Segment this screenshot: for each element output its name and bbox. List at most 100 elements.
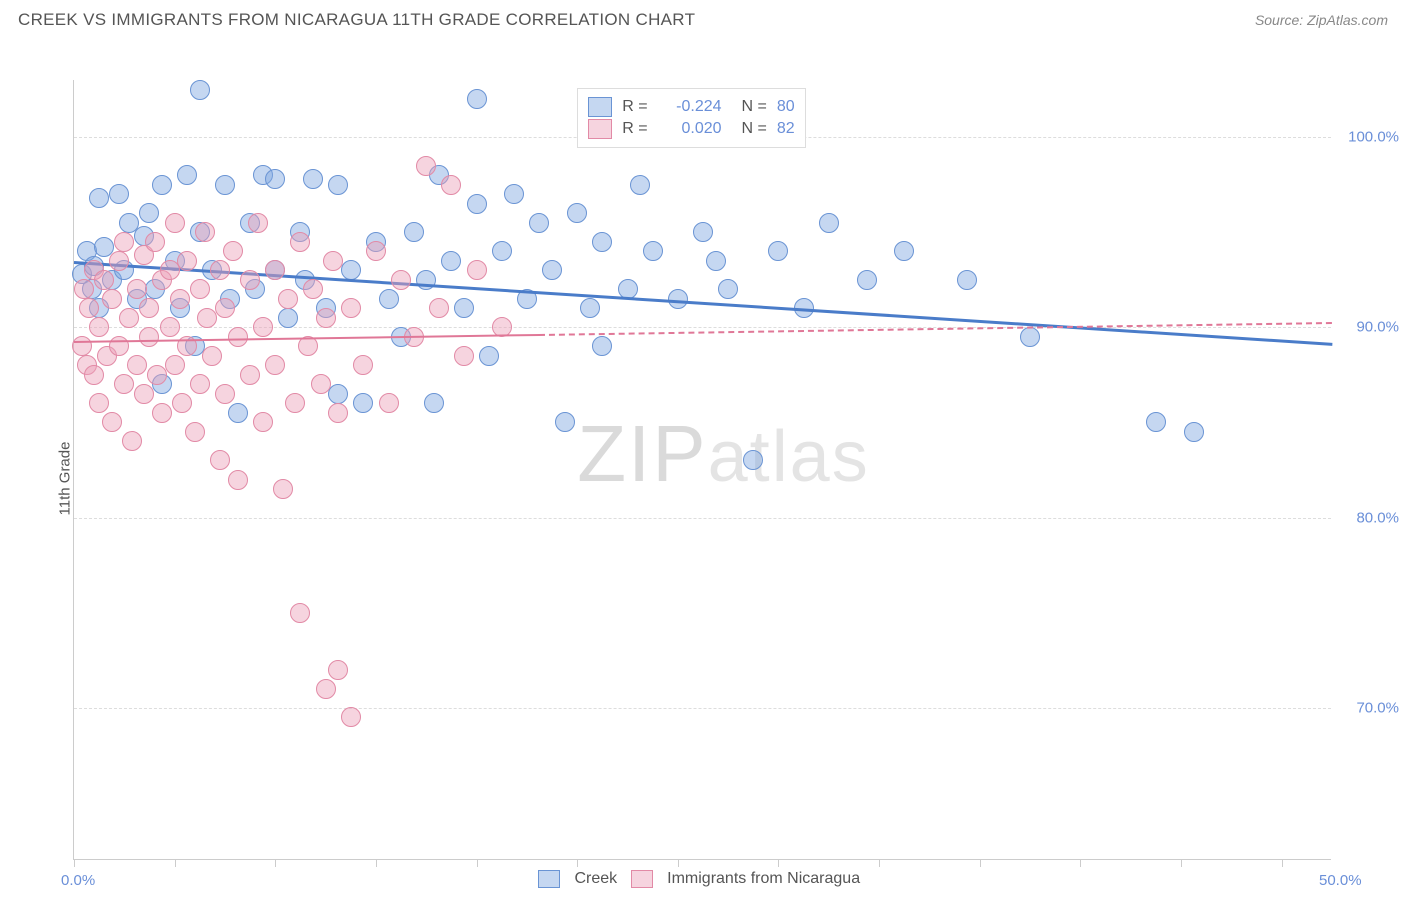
x-tick [275, 859, 276, 867]
scatter-point [165, 213, 185, 233]
x-tick [477, 859, 478, 867]
scatter-point [391, 270, 411, 290]
gridline [74, 518, 1331, 519]
scatter-point [114, 232, 134, 252]
scatter-point [316, 679, 336, 699]
legend-row: R =-0.224N =80 [588, 97, 794, 117]
scatter-point [228, 403, 248, 423]
scatter-point [328, 175, 348, 195]
legend-n-label: N = [742, 98, 767, 116]
trend-line [539, 322, 1332, 336]
legend-n-value: 82 [777, 120, 795, 138]
legend-series-label: Immigrants from Nicaragua [667, 870, 860, 888]
scatter-point [323, 251, 343, 271]
scatter-point [467, 89, 487, 109]
scatter-point [240, 270, 260, 290]
x-tick [376, 859, 377, 867]
scatter-point [278, 308, 298, 328]
watermark-atlas: atlas [708, 416, 870, 498]
scatter-point [215, 175, 235, 195]
x-tick [1181, 859, 1182, 867]
scatter-point [210, 450, 230, 470]
scatter-point [109, 184, 129, 204]
scatter-point [353, 355, 373, 375]
y-tick-label: 70.0% [1356, 699, 1399, 716]
scatter-point [311, 374, 331, 394]
scatter-point [127, 355, 147, 375]
scatter-point [542, 260, 562, 280]
y-tick-label: 90.0% [1356, 319, 1399, 336]
scatter-point [303, 279, 323, 299]
scatter-point [102, 412, 122, 432]
scatter-point [1184, 422, 1204, 442]
scatter-point [172, 393, 192, 413]
scatter-point [265, 355, 285, 375]
scatter-point [341, 298, 361, 318]
y-tick-label: 100.0% [1348, 129, 1399, 146]
scatter-point [265, 169, 285, 189]
scatter-point [580, 298, 600, 318]
scatter-point [328, 403, 348, 423]
scatter-point [84, 365, 104, 385]
scatter-point [404, 222, 424, 242]
plot-area: ZIPatlas 70.0%80.0%90.0%100.0%R =-0.224N… [73, 80, 1331, 860]
scatter-point [353, 393, 373, 413]
scatter-point [248, 213, 268, 233]
scatter-point [177, 251, 197, 271]
x-tick [879, 859, 880, 867]
scatter-point [316, 308, 336, 328]
legend-r-label: R = [622, 120, 647, 138]
scatter-point [341, 260, 361, 280]
scatter-point [177, 165, 197, 185]
scatter-point [643, 241, 663, 261]
scatter-point [165, 355, 185, 375]
scatter-point [253, 317, 273, 337]
scatter-point [79, 298, 99, 318]
x-tick-label: 0.0% [61, 872, 95, 889]
x-tick-label: 50.0% [1319, 872, 1362, 889]
scatter-point [190, 374, 210, 394]
legend-swatch [538, 870, 560, 888]
scatter-point [341, 707, 361, 727]
legend-swatch [588, 119, 612, 139]
scatter-point [215, 298, 235, 318]
scatter-point [240, 365, 260, 385]
scatter-point [273, 479, 293, 499]
scatter-point [228, 327, 248, 347]
x-tick [1282, 859, 1283, 867]
chart-area: ZIPatlas 70.0%80.0%90.0%100.0%R =-0.224N… [18, 38, 1388, 910]
scatter-point [743, 450, 763, 470]
legend-swatch [588, 97, 612, 117]
legend-n-value: 80 [777, 98, 795, 116]
scatter-point [1020, 327, 1040, 347]
legend-swatch [631, 870, 653, 888]
scatter-point [290, 232, 310, 252]
scatter-point [424, 393, 444, 413]
legend-series-label: Creek [574, 870, 617, 888]
scatter-point [190, 279, 210, 299]
scatter-point [134, 384, 154, 404]
legend-r-label: R = [622, 98, 647, 116]
correlation-legend: R =-0.224N =80R =0.020N =82 [577, 88, 805, 148]
scatter-point [278, 289, 298, 309]
scatter-point [454, 298, 474, 318]
chart-title: CREEK VS IMMIGRANTS FROM NICARAGUA 11TH … [18, 10, 695, 30]
scatter-point [366, 241, 386, 261]
scatter-point [630, 175, 650, 195]
scatter-point [592, 336, 612, 356]
scatter-point [303, 169, 323, 189]
scatter-point [127, 279, 147, 299]
scatter-point [145, 232, 165, 252]
scatter-point [706, 251, 726, 271]
scatter-point [119, 308, 139, 328]
scatter-point [592, 232, 612, 252]
scatter-point [114, 374, 134, 394]
legend-row: R =0.020N =82 [588, 119, 794, 139]
scatter-point [202, 346, 222, 366]
scatter-point [285, 393, 305, 413]
scatter-point [72, 336, 92, 356]
x-tick [577, 859, 578, 867]
scatter-point [74, 279, 94, 299]
scatter-point [479, 346, 499, 366]
scatter-point [529, 213, 549, 233]
